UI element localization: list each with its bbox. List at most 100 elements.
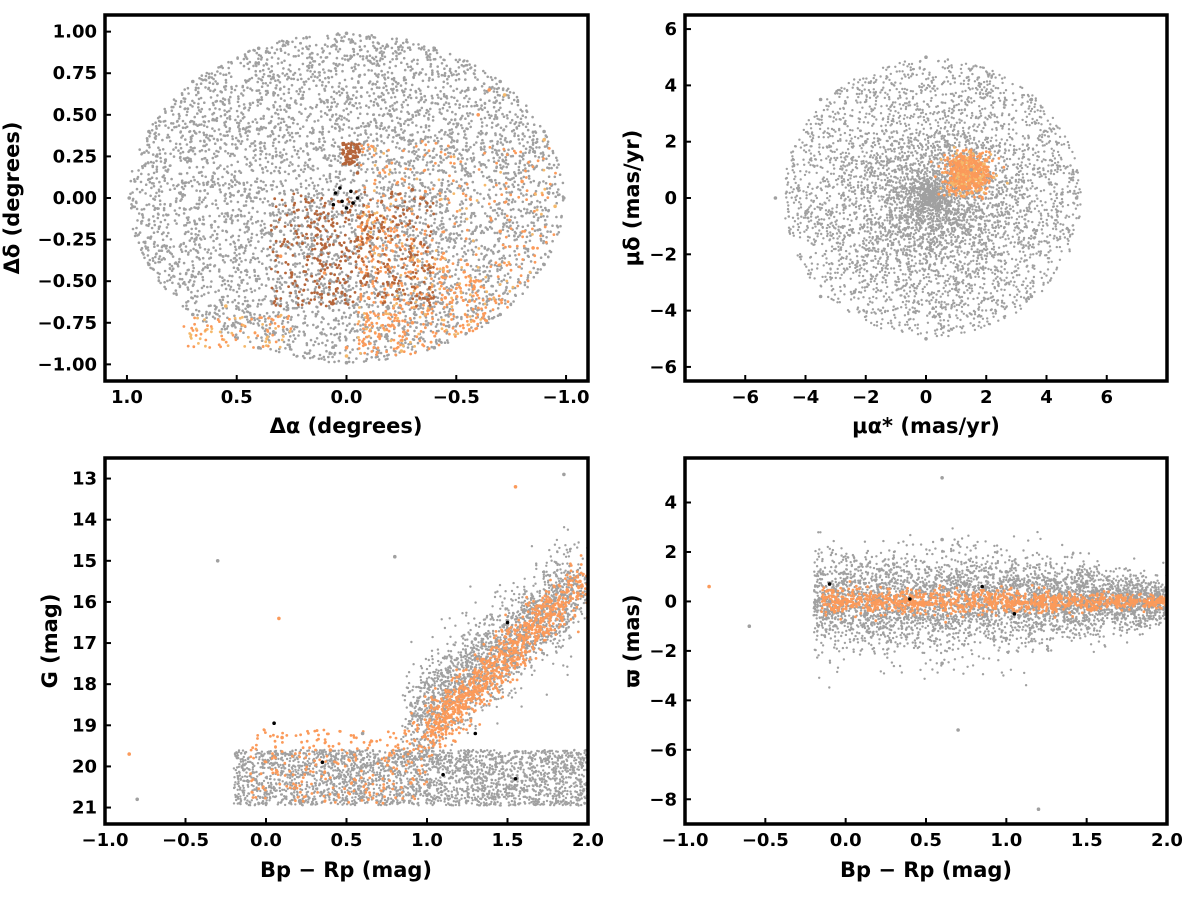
proper-motion-ytick-label-4: −2	[649, 244, 677, 265]
proper-motion-series-1-point-0	[966, 170, 970, 175]
proper-motion-xlabel: μα* (mas/yr)	[852, 414, 1000, 438]
parallax-series-0-point-6	[1084, 579, 1089, 584]
parallax-xtick-label-6: 2.0	[1151, 830, 1183, 851]
proper-motion-series-0-point-5	[818, 294, 823, 299]
parallax-ytick-label-5: −6	[649, 740, 677, 761]
panel-parallax: −1.0 −0.5 0.0 0.5 1.0 1.5 2.0 4 2 0 −2 −4 −6 −8 Bp − …	[620, 456, 1183, 882]
sky-series-0-point-12	[344, 360, 349, 365]
cmd-ytick-label-8: 13	[72, 469, 97, 490]
parallax-xtick-label-3: 0.5	[910, 830, 942, 851]
panel-sky: 1.0 0.5 0.0 −0.5 −1.0 1.00 0.75 0.50 0.25 0.00 −0.…	[0, 13, 590, 438]
proper-motion-series-1-point-1	[954, 179, 958, 183]
cmd-series-2-point-2	[272, 721, 276, 725]
cmd-frame	[103, 456, 590, 826]
sky-series-3-point-4	[377, 229, 382, 234]
sky-member-cloud	[182, 140, 557, 357]
sky-ytick-label-2: 0.50	[53, 105, 97, 126]
parallax-ytick-label-1: 2	[664, 542, 677, 563]
cmd-xtick-label-6: 2.0	[572, 830, 604, 851]
parallax-frame	[683, 456, 1169, 826]
cmd-member-cloud	[249, 554, 588, 805]
proper-motion-series-0-point-10	[999, 252, 1004, 257]
parallax-series-2-point-0	[827, 582, 832, 586]
cmd-xtick-label-3: 0.5	[331, 830, 363, 851]
cmd-series-1-point-9	[127, 752, 131, 756]
cmd-series-0-point-2	[344, 797, 349, 802]
cmd-ticks: −1.0 −0.5 0.0 0.5 1.0 1.5 2.0 21 20 19 18 17 16 15 14 1…	[72, 469, 604, 851]
parallax-series-0-point-8	[940, 476, 944, 480]
parallax-ytick-label-2: 0	[664, 591, 677, 612]
cmd-ytick-label-1: 20	[72, 756, 97, 777]
sky-series-0-point-11	[432, 345, 437, 350]
cmd-series-0-point-12	[562, 472, 566, 477]
sky-series-1-point-5	[410, 321, 415, 325]
sky-series-0-point-9	[542, 262, 546, 267]
sky-series-1-point-8	[322, 271, 327, 275]
proper-motion-series-0-point-4	[924, 337, 928, 341]
proper-motion-background-cloud	[784, 58, 1082, 338]
cmd-series-0-point-0	[135, 797, 139, 802]
sky-series-3-point-1	[355, 171, 360, 175]
cmd-series-0-point-8	[473, 637, 478, 641]
cmd-xlabel: Bp − Rp (mag)	[260, 858, 432, 882]
parallax-xtick-label-4: 1.0	[990, 830, 1022, 851]
cmd-series-2-point-0	[441, 772, 445, 777]
sky-series-1-point-3	[476, 113, 481, 117]
sky-ylabel: Δδ (degrees)	[0, 122, 24, 275]
parallax-ytick-label-4: −4	[649, 690, 677, 711]
cmd-series-1-point-1	[457, 694, 462, 699]
parallax-ylabel: ϖ (mas)	[620, 594, 644, 687]
sky-series-3-point-2	[410, 187, 415, 192]
proper-motion-series-0-point-11	[864, 139, 868, 144]
cmd-ytick-label-7: 14	[72, 510, 97, 531]
proper-motion-xtick-label-4: 2	[980, 387, 993, 408]
cmd-ytick-label-5: 16	[72, 592, 97, 613]
sky-series-3-point-6	[289, 271, 294, 275]
cmd-series-1-point-2	[481, 657, 486, 662]
proper-motion-xtick-label-0: −6	[731, 387, 759, 408]
parallax-ticks: −1.0 −0.5 0.0 0.5 1.0 1.5 2.0 4 2 0 −2 −4 −6 −8	[649, 493, 1183, 851]
parallax-background-cloud	[812, 527, 1167, 689]
cmd-series-1-point-0	[449, 715, 453, 719]
sky-series-1-point-0	[465, 262, 470, 267]
proper-motion-series-0-point-7	[818, 97, 823, 102]
sky-series-0-point-5	[432, 46, 437, 51]
sky-series-0-point-4	[344, 31, 349, 36]
cmd-series-2-point-4	[473, 731, 478, 736]
proper-motion-points	[773, 55, 1082, 341]
sky-series-3-point-5	[322, 246, 327, 250]
sky-ytick-label-1: 0.75	[53, 63, 97, 84]
sky-series-0-point-6	[498, 79, 503, 84]
cmd-ylabel: G (mag)	[38, 594, 62, 689]
cmd-series-1-point-11	[513, 485, 518, 489]
proper-motion-series-1-point-5	[957, 159, 961, 164]
parallax-series-1-point-0	[876, 599, 880, 604]
parallax-series-0-point-4	[1004, 570, 1009, 574]
cmd-series-0-point-9	[521, 608, 526, 612]
proper-motion-series-0-point-2	[1074, 196, 1079, 200]
sky-series-0-point-0	[127, 196, 131, 200]
sky-xtick-label-0: 1.0	[111, 387, 143, 408]
parallax-ytick-label-0: 4	[664, 493, 677, 514]
cmd-ytick-label-6: 15	[72, 551, 97, 572]
sky-series-0-point-7	[542, 129, 546, 134]
cmd-series-2-point-3	[513, 777, 518, 781]
cmd-series-0-point-5	[570, 764, 574, 769]
parallax-xlabel: Bp − Rp (mag)	[840, 858, 1012, 882]
parallax-ytick-label-6: −8	[649, 789, 677, 810]
cmd-ytick-label-3: 18	[72, 674, 97, 695]
sky-ytick-label-4: 0.00	[53, 188, 97, 209]
proper-motion-ytick-label-0: 6	[664, 19, 677, 40]
cmd-series-2-point-5	[505, 620, 510, 625]
sky-series-2-point-0	[553, 204, 557, 209]
proper-motion-xtick-label-6: 6	[1100, 387, 1113, 408]
proper-motion-series-0-point-1	[1029, 97, 1034, 102]
cmd-points	[127, 472, 588, 807]
parallax-series-0-point-10	[1036, 807, 1041, 811]
parallax-series-1-point-2	[1004, 599, 1009, 604]
proper-motion-series-0-point-9	[894, 224, 898, 228]
parallax-series-0-point-11	[747, 624, 752, 628]
cmd-series-0-point-14	[393, 554, 397, 559]
sky-ytick-label-5: −0.25	[38, 230, 98, 251]
